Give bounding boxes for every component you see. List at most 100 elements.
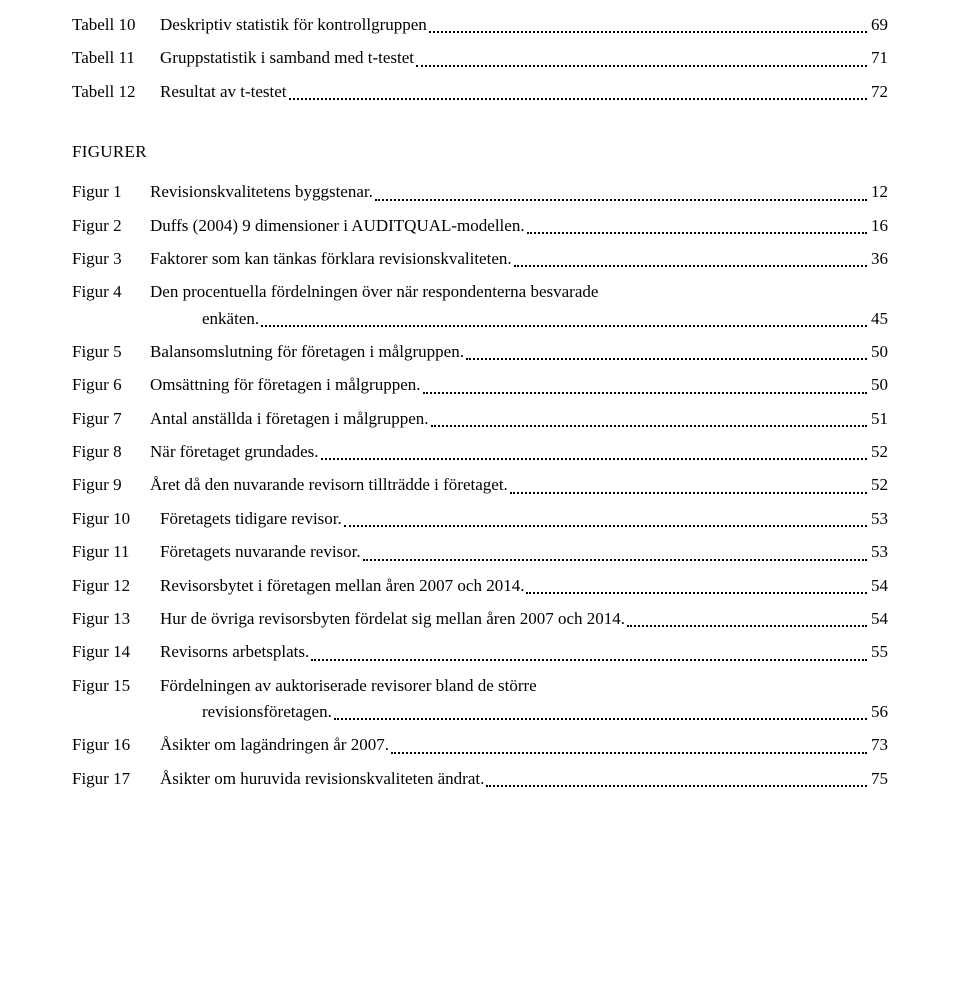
toc-entry-title: Resultat av t-testet	[160, 79, 287, 105]
toc-entry-title: Revisorns arbetsplats.	[160, 639, 309, 665]
leader-dots	[311, 659, 867, 661]
leader-dots	[289, 98, 867, 100]
toc-entry-title: Revisionskvalitetens byggstenar.	[150, 179, 373, 205]
leader-dots	[334, 718, 867, 720]
toc-entry-label: Figur 7	[72, 406, 150, 432]
toc-entry-page: 52	[869, 439, 888, 465]
toc-entry-page: 75	[869, 766, 888, 792]
toc-entry-label: Figur 3	[72, 246, 150, 272]
toc-entry-title: Åsikter om huruvida revisionskvaliteten …	[160, 766, 484, 792]
toc-entry-page: 45	[869, 306, 888, 332]
toc-entry-page: 52	[869, 472, 888, 498]
toc-entry-title: När företaget grundades.	[150, 439, 319, 465]
toc-entry-title: Antal anställda i företagen i målgruppen…	[150, 406, 429, 432]
toc-entry-title: Hur de övriga revisorsbyten fördelat sig…	[160, 606, 625, 632]
toc-entry-label: Figur 16	[72, 732, 160, 758]
toc-entry: Figur 7Antal anställda i företagen i mål…	[72, 406, 888, 432]
toc-entry-label: Tabell 11	[72, 45, 160, 71]
leader-dots	[423, 392, 867, 394]
leader-dots	[466, 358, 867, 360]
leader-dots	[344, 525, 867, 527]
toc-entry-page: 54	[869, 573, 888, 599]
toc-entry-label: Figur 2	[72, 213, 150, 239]
leader-dots	[510, 492, 867, 494]
toc-entry-title: Företagets nuvarande revisor.	[160, 539, 361, 565]
toc-entry: Figur 16Åsikter om lagändringen år 2007.…	[72, 732, 888, 758]
toc-entry: Figur 10Företagets tidigare revisor. 53	[72, 506, 888, 532]
toc-entry-label: Figur 4	[72, 279, 150, 305]
toc-entry-label: Figur 5	[72, 339, 150, 365]
toc-entry-page: 51	[869, 406, 888, 432]
toc-entry: Figur 17Åsikter om huruvida revisionskva…	[72, 766, 888, 792]
tables-list: Tabell 10Deskriptiv statistik för kontro…	[72, 12, 888, 105]
toc-entry-page: 55	[869, 639, 888, 665]
toc-entry-title: Företagets tidigare revisor.	[160, 506, 342, 532]
toc-entry-title: Åsikter om lagändringen år 2007.	[160, 732, 389, 758]
toc-entry-title: Gruppstatistik i samband med t-testet	[160, 45, 414, 71]
toc-entry-label: Figur 13	[72, 606, 160, 632]
leader-dots	[416, 65, 867, 67]
toc-entry-title: Året då den nuvarande revisorn tillträdd…	[150, 472, 508, 498]
toc-entry-label: Figur 9	[72, 472, 150, 498]
leader-dots	[527, 232, 867, 234]
toc-entry: Figur 12Revisorsbytet i företagen mellan…	[72, 573, 888, 599]
leader-dots	[321, 458, 867, 460]
figures-heading: FIGURER	[72, 139, 888, 165]
toc-entry: Figur 6Omsättning för företagen i målgru…	[72, 372, 888, 398]
toc-entry: Figur 11Företagets nuvarande revisor. 53	[72, 539, 888, 565]
leader-dots	[514, 265, 867, 267]
toc-entry-page: 53	[869, 506, 888, 532]
toc-entry-title: Deskriptiv statistik för kontrollgruppen	[160, 12, 427, 38]
toc-entry: Figur 9Året då den nuvarande revisorn ti…	[72, 472, 888, 498]
toc-entry: Figur 1Revisionskvalitetens byggstenar. …	[72, 179, 888, 205]
toc-entry: Figur 4Den procentuella fördelningen öve…	[72, 279, 888, 332]
toc-entry-title: Den procentuella fördelningen över när r…	[150, 279, 598, 305]
toc-entry-title: Duffs (2004) 9 dimensioner i AUDITQUAL-m…	[150, 213, 525, 239]
toc-entry-page: 72	[869, 79, 888, 105]
toc-entry: Figur 13Hur de övriga revisorsbyten förd…	[72, 606, 888, 632]
toc-entry-label: Figur 1	[72, 179, 150, 205]
toc-entry-label: Figur 11	[72, 539, 160, 565]
leader-dots	[526, 592, 867, 594]
toc-entry-page: 50	[869, 339, 888, 365]
toc-entry-page: 50	[869, 372, 888, 398]
toc-entry: Figur 5Balansomslutning för företagen i …	[72, 339, 888, 365]
toc-entry: Figur 2Duffs (2004) 9 dimensioner i AUDI…	[72, 213, 888, 239]
leader-dots	[429, 31, 867, 33]
toc-entry: Tabell 11Gruppstatistik i samband med t-…	[72, 45, 888, 71]
leader-dots	[391, 752, 867, 754]
toc-entry-label: Figur 6	[72, 372, 150, 398]
toc-entry-page: 71	[869, 45, 888, 71]
leader-dots	[375, 199, 867, 201]
leader-dots	[261, 325, 867, 327]
toc-entry-title: Balansomslutning för företagen i målgrup…	[150, 339, 464, 365]
toc-entry-title: Revisorsbytet i företagen mellan åren 20…	[160, 573, 524, 599]
toc-entry-title: Faktorer som kan tänkas förklara revisio…	[150, 246, 512, 272]
toc-entry-page: 73	[869, 732, 888, 758]
toc-entry: Figur 8När företaget grundades. 52	[72, 439, 888, 465]
leader-dots	[486, 785, 867, 787]
toc-entry: Figur 14Revisorns arbetsplats. 55	[72, 639, 888, 665]
toc-entry: Tabell 10Deskriptiv statistik för kontro…	[72, 12, 888, 38]
toc-entry-label: Tabell 10	[72, 12, 160, 38]
toc-entry: Figur 15Fördelningen av auktoriserade re…	[72, 673, 888, 726]
leader-dots	[431, 425, 867, 427]
toc-entry-title: Omsättning för företagen i målgruppen.	[150, 372, 421, 398]
toc-entry-page: 54	[869, 606, 888, 632]
toc-entry-label: Figur 14	[72, 639, 160, 665]
toc-entry-page: 53	[869, 539, 888, 565]
toc-entry: Tabell 12Resultat av t-testet 72	[72, 79, 888, 105]
toc-entry-page: 16	[869, 213, 888, 239]
toc-entry-label: Tabell 12	[72, 79, 160, 105]
toc-entry-label: Figur 15	[72, 673, 160, 699]
toc-entry-label: Figur 12	[72, 573, 160, 599]
toc-entry-label: Figur 17	[72, 766, 160, 792]
toc-entry-label: Figur 10	[72, 506, 160, 532]
leader-dots	[627, 625, 867, 627]
toc-entry-page: 12	[869, 179, 888, 205]
toc-entry-title-cont: revisionsföretagen.	[202, 699, 332, 725]
toc-entry-title: Fördelningen av auktoriserade revisorer …	[160, 673, 537, 699]
figures-list: Figur 1Revisionskvalitetens byggstenar. …	[72, 179, 888, 792]
toc-entry-label: Figur 8	[72, 439, 150, 465]
toc-entry-page: 69	[869, 12, 888, 38]
